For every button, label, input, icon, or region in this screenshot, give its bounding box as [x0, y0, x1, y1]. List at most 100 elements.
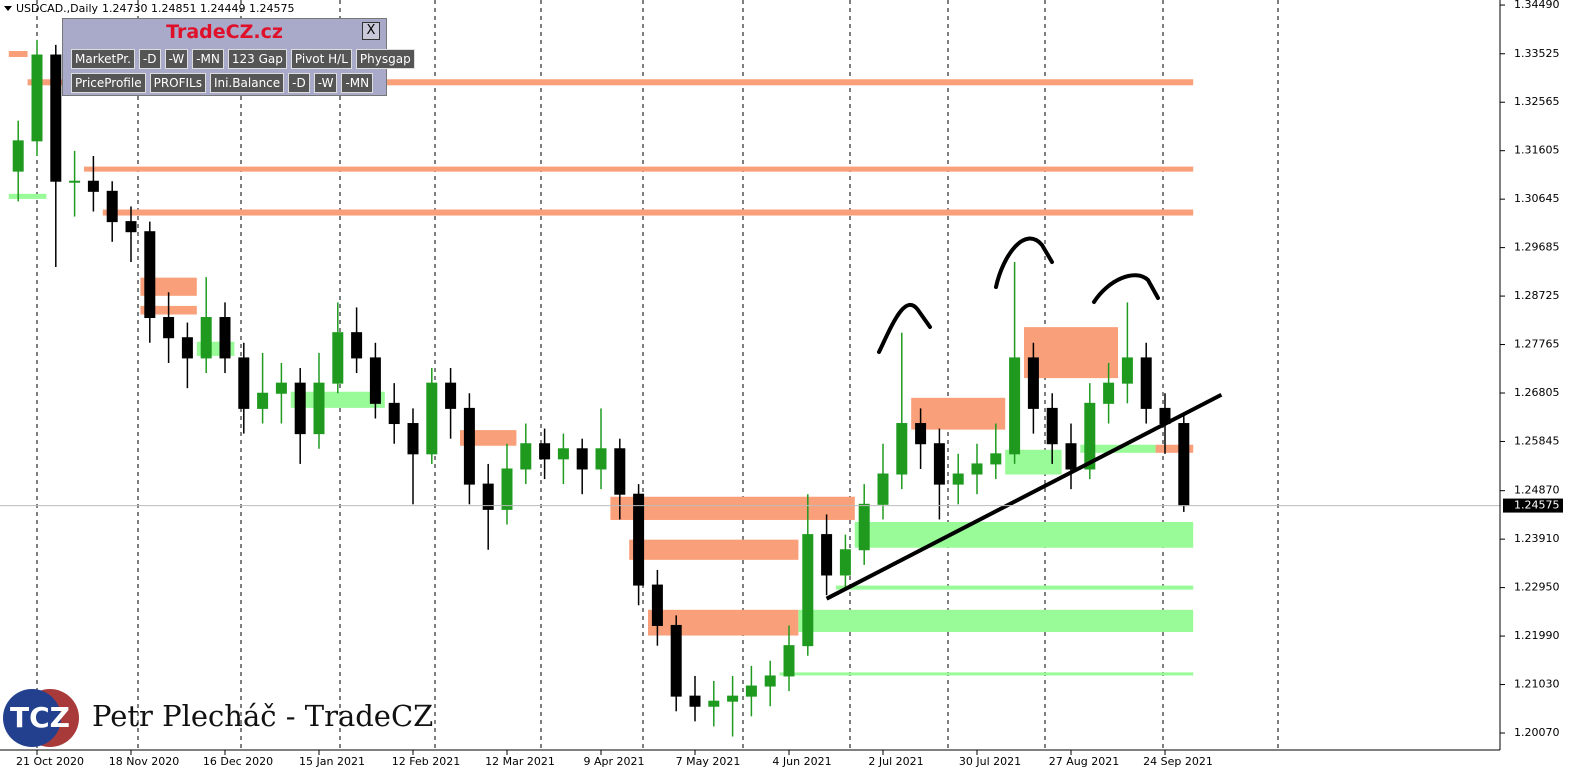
- y-tick-label: 1.26805: [1514, 386, 1560, 399]
- menu-arrow: [4, 6, 12, 11]
- candle-body: [839, 549, 851, 576]
- candle-body: [426, 382, 438, 455]
- candle-body: [764, 675, 776, 687]
- last-price-box: [1503, 498, 1563, 513]
- candle-body: [1140, 357, 1152, 409]
- candle-body: [275, 382, 287, 394]
- x-tick-label: 30 Jul 2021: [959, 755, 1021, 768]
- candle-body: [332, 332, 344, 384]
- logo-text: TCZ: [10, 701, 70, 734]
- x-tick-label: 4 Jun 2021: [772, 755, 831, 768]
- y-tick-label: 1.34490: [1514, 0, 1560, 11]
- panel-button[interactable]: -D: [288, 73, 310, 93]
- zone: [84, 166, 1194, 172]
- candle-body: [1178, 423, 1190, 507]
- candle-body: [407, 423, 419, 455]
- panel-button[interactable]: PROFILs: [149, 73, 206, 93]
- panel-button[interactable]: MarketPr.: [71, 49, 135, 69]
- candle-body: [877, 473, 889, 505]
- panel-button[interactable]: Pivot H/L: [290, 49, 352, 69]
- zone: [648, 609, 799, 636]
- overlay: [0, 392, 1500, 601]
- candle-body: [633, 493, 645, 586]
- y-tick-label: 1.23910: [1514, 532, 1560, 545]
- y-tick-label: 1.29685: [1514, 241, 1560, 254]
- candle-body: [1121, 357, 1133, 384]
- x-tick-label: 7 May 2021: [676, 755, 741, 768]
- panel-button[interactable]: Ini.Balance: [210, 73, 285, 93]
- y-tick-label: 1.21030: [1514, 678, 1560, 691]
- panel-button[interactable]: -W: [164, 49, 189, 69]
- y-tick-label: 1.28725: [1514, 289, 1560, 302]
- zone: [1155, 444, 1194, 453]
- y-tick-label: 1.21990: [1514, 629, 1560, 642]
- quote: 1.24730 1.24851 1.24449 1.24575: [102, 2, 294, 15]
- candles: [12, 39, 1190, 737]
- zone: [27, 79, 1194, 86]
- y-tick-label: 1.33525: [1514, 47, 1560, 60]
- y-tick-label: 1.22950: [1514, 581, 1560, 594]
- candle-body: [257, 392, 269, 409]
- x-tick-label: 9 Apr 2021: [583, 755, 644, 768]
- y-tick-label: 1.31605: [1514, 144, 1560, 157]
- zone: [1024, 327, 1118, 379]
- zone: [911, 397, 1006, 430]
- panel-button[interactable]: -W: [313, 73, 338, 93]
- candle-body: [670, 624, 682, 697]
- candle-body: [388, 402, 400, 425]
- candle-body: [200, 317, 212, 359]
- candle-body: [219, 317, 231, 359]
- candle-body: [783, 645, 795, 677]
- zone: [102, 209, 1194, 216]
- button-row: PriceProfile PROFILs Ini.Balance -D -W -MN: [71, 73, 374, 93]
- y-tick-label: 1.32565: [1514, 95, 1560, 108]
- x-tick-label: 2 Jul 2021: [868, 755, 923, 768]
- candle-body: [821, 534, 833, 576]
- candle-body: [238, 357, 250, 409]
- candle-body: [651, 584, 663, 626]
- candle-body: [858, 503, 870, 551]
- y-tick-label: 1.24870: [1514, 484, 1560, 497]
- candle-body: [933, 443, 945, 485]
- panel-title: TradeCZ.cz: [166, 21, 283, 43]
- candle-body: [31, 54, 43, 142]
- candle-body: [163, 317, 175, 339]
- x-tick-label: 12 Feb 2021: [392, 755, 460, 768]
- candle-body: [87, 180, 99, 192]
- x-tick-label: 16 Dec 2020: [203, 755, 273, 768]
- panel-button[interactable]: -MN: [192, 49, 224, 69]
- candle-body: [802, 534, 814, 647]
- zone: [854, 521, 1194, 548]
- candle-body: [482, 483, 494, 510]
- candle-body: [294, 382, 306, 435]
- panel-button[interactable]: Physgap: [355, 49, 415, 69]
- y-tick-label: 1.27765: [1514, 338, 1560, 351]
- panel-button[interactable]: 123 Gap: [227, 49, 287, 69]
- candle-body: [614, 448, 626, 495]
- panel-button[interactable]: PriceProfile: [71, 73, 146, 93]
- button-row: MarketPr. -D -W -MN 123 Gap Pivot H/L Physgap: [71, 49, 415, 69]
- candle-body: [708, 700, 720, 707]
- candle-body: [445, 382, 457, 409]
- candle-body: [501, 468, 513, 510]
- candle-body: [539, 443, 551, 460]
- candle-body: [351, 332, 363, 359]
- candle-body: [990, 453, 1002, 465]
- watermark: TCZ Petr Plecháč - TradeCZ: [3, 689, 433, 747]
- candle-body: [12, 140, 24, 172]
- panel-button[interactable]: -MN: [341, 73, 374, 93]
- close-button[interactable]: X: [362, 22, 380, 40]
- x-tick-label: 27 Aug 2021: [1049, 755, 1119, 768]
- panel-button[interactable]: -D: [138, 49, 161, 69]
- candle-body: [1103, 382, 1115, 404]
- candle-body: [896, 423, 908, 475]
- candle-body: [971, 463, 983, 475]
- candle-body: [50, 54, 62, 182]
- candle-body: [1009, 357, 1021, 455]
- candle-body: [952, 473, 964, 485]
- x-tick-label: 24 Sep 2021: [1143, 755, 1213, 768]
- candle-body: [727, 695, 739, 702]
- y-tick-label: 1.30645: [1514, 192, 1560, 205]
- y-tick-label: 1.20070: [1514, 726, 1560, 739]
